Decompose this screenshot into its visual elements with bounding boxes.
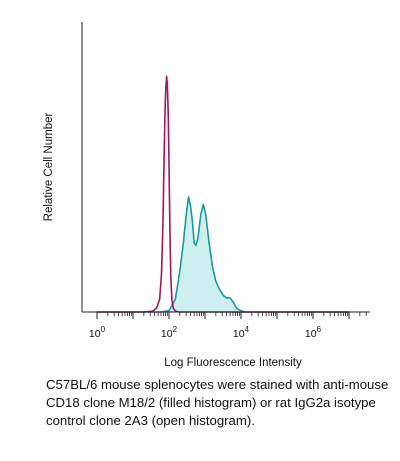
x-tick-label: 100 (89, 325, 106, 340)
caption-line-1: C57BL/6 mouse splenocytes were stained w… (46, 377, 389, 392)
filled-histogram-line (97, 196, 349, 313)
x-tick-label: 106 (305, 325, 322, 340)
x-tick-exponent: 2 (173, 325, 178, 334)
x-tick-base: 10 (305, 328, 317, 340)
x-tick-base: 10 (161, 328, 173, 340)
caption-line-3: control clone 2A3 (open histogram). (46, 413, 255, 428)
x-tick-base: 10 (89, 328, 101, 340)
x-tick-label: 102 (161, 325, 178, 340)
y-axis-label: Relative Cell Number (43, 113, 55, 222)
x-axis-label: Log Fluorescence Intensity (164, 357, 302, 369)
series-layer (97, 75, 349, 313)
figure-caption: C57BL/6 mouse splenocytes were stained w… (46, 376, 394, 430)
open-histogram-line (97, 75, 349, 313)
x-tick-exponent: 4 (245, 325, 250, 334)
x-tick-exponent: 0 (101, 325, 106, 334)
x-tick-base: 10 (233, 328, 245, 340)
caption-line-2: CD18 clone M18/2 (filled histogram) or r… (46, 395, 376, 410)
x-tick-exponent: 6 (317, 325, 322, 334)
x-tick-label: 104 (233, 325, 250, 340)
plot-area (82, 22, 370, 312)
axes-layer (81, 22, 370, 313)
x-ticks: 100 102 104 106 (89, 312, 367, 340)
plot-frame (82, 22, 370, 312)
